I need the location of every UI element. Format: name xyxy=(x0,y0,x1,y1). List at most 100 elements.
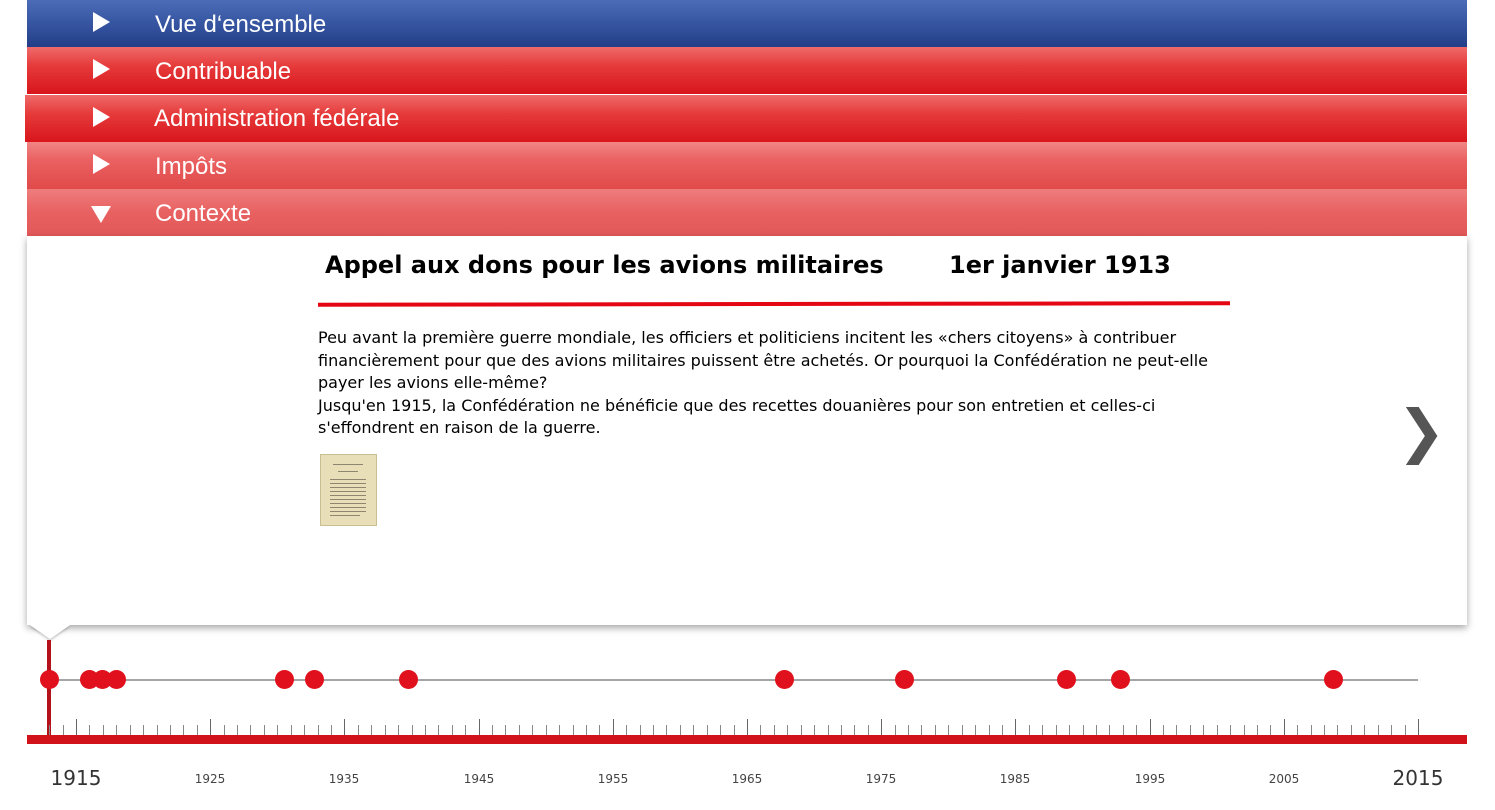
timeline-tick xyxy=(841,725,842,735)
timeline-tick xyxy=(707,725,708,735)
timeline-tick xyxy=(1230,725,1231,735)
timeline-tick xyxy=(1311,725,1312,735)
event-description: Peu avant la première guerre mondiale, l… xyxy=(318,327,1248,440)
timeline-event-dot[interactable] xyxy=(305,670,324,689)
timeline-tick xyxy=(1337,725,1338,735)
timeline-tick xyxy=(653,725,654,735)
timeline-tick xyxy=(1015,719,1016,735)
timeline-tick xyxy=(331,725,332,735)
timeline-event-dot[interactable] xyxy=(1324,670,1343,689)
timeline-event-dot[interactable] xyxy=(895,670,914,689)
timeline-year-label: 1935 xyxy=(328,772,360,786)
timeline-event-dot[interactable] xyxy=(775,670,794,689)
timeline-tick xyxy=(76,719,77,735)
timeline-tick xyxy=(546,725,547,735)
timeline-tick xyxy=(103,725,104,735)
timeline-tick xyxy=(505,725,506,735)
timeline-tick xyxy=(452,725,453,735)
timeline-tick xyxy=(854,725,855,735)
timeline-tick xyxy=(1176,725,1177,735)
timeline-event-dot[interactable] xyxy=(107,670,126,689)
timeline-tick xyxy=(438,725,439,735)
timeline-tick xyxy=(385,725,386,735)
timeline-tick xyxy=(1123,725,1124,735)
timeline-tick xyxy=(1244,725,1245,735)
timeline-event-dot[interactable] xyxy=(399,670,418,689)
timeline-tick xyxy=(881,719,882,735)
timeline-tick xyxy=(760,725,761,735)
accordion-item-contribuable[interactable]: Contribuable xyxy=(27,47,1467,94)
timeline-tick xyxy=(1284,719,1285,735)
timeline-tick xyxy=(895,725,896,735)
timeline-tick xyxy=(304,725,305,735)
timeline-tick xyxy=(116,725,117,735)
accordion-item-administration[interactable]: Administration fédérale xyxy=(25,95,1467,142)
timeline-tick xyxy=(63,725,64,735)
timeline-tick xyxy=(935,725,936,735)
document-thumbnail[interactable] xyxy=(320,454,377,526)
timeline-tick xyxy=(626,725,627,735)
play-icon xyxy=(93,107,110,127)
timeline-tick xyxy=(989,725,990,735)
timeline-year-label: 1955 xyxy=(597,772,629,786)
timeline-tick xyxy=(613,719,614,735)
timeline-tick xyxy=(962,725,963,735)
timeline-tick xyxy=(975,725,976,735)
timeline-tick xyxy=(371,725,372,735)
timeline-tick xyxy=(1109,725,1110,735)
timeline-tick xyxy=(868,725,869,735)
timeline-tick xyxy=(1042,725,1043,735)
timeline-year-label: 2005 xyxy=(1268,772,1300,786)
timeline-tick xyxy=(1405,725,1406,735)
timeline-tick xyxy=(586,725,587,735)
timeline-tick xyxy=(250,725,251,735)
timeline-year-label: 2015 xyxy=(1392,766,1444,790)
timeline-year-label: 1925 xyxy=(194,772,226,786)
timeline-year-label: 1915 xyxy=(50,766,102,790)
timeline-tick xyxy=(1190,725,1191,735)
timeline-tick xyxy=(49,725,50,735)
accordion-label: Administration fédérale xyxy=(154,105,400,132)
accordion-item-vue-ensemble[interactable]: Vue d‘ensemble xyxy=(27,0,1467,47)
timeline-tick xyxy=(1096,725,1097,735)
timeline-year-label: 1945 xyxy=(463,772,495,786)
timeline-tick xyxy=(814,725,815,735)
timeline-tick xyxy=(465,725,466,735)
timeline-tick xyxy=(197,725,198,735)
timeline-tick xyxy=(747,719,748,735)
accordion-label: Vue d‘ensemble xyxy=(155,11,327,38)
accordion-label: Contexte xyxy=(155,200,252,227)
timeline-tick xyxy=(1083,725,1084,735)
timeline-tick xyxy=(1324,725,1325,735)
timeline-tick xyxy=(291,725,292,735)
timeline-tick xyxy=(398,725,399,735)
chevron-right-icon[interactable]: ❯ xyxy=(1397,397,1446,465)
timeline-tick xyxy=(1217,725,1218,735)
timeline-tick xyxy=(1069,725,1070,735)
timeline-event-dot[interactable] xyxy=(275,670,294,689)
accordion-item-impots[interactable]: Impôts xyxy=(27,142,1467,189)
timeline-tick xyxy=(1391,725,1392,735)
timeline-tick xyxy=(693,725,694,735)
timeline-tick xyxy=(479,719,480,735)
timeline-tick xyxy=(1351,725,1352,735)
timeline-tick xyxy=(1163,725,1164,735)
event-date: 1er janvier 1913 xyxy=(949,251,1171,279)
timeline-tick xyxy=(183,725,184,735)
timeline-tick xyxy=(666,725,667,735)
timeline-event-dot[interactable] xyxy=(1111,670,1130,689)
timeline-year-label: 1985 xyxy=(999,772,1031,786)
accordion-item-contexte[interactable]: Contexte xyxy=(27,189,1467,236)
title-divider xyxy=(317,301,1231,307)
play-icon xyxy=(93,59,110,79)
timeline-tick xyxy=(130,725,131,735)
timeline-event-dot[interactable] xyxy=(1057,670,1076,689)
timeline-tick xyxy=(1056,725,1057,735)
timeline-event-dot[interactable] xyxy=(40,670,59,689)
timeline-tick xyxy=(425,725,426,735)
timeline-tick xyxy=(787,725,788,735)
timeline-tick xyxy=(318,725,319,735)
timeline-tick xyxy=(237,725,238,735)
timeline-tick xyxy=(89,725,90,735)
timeline-tick xyxy=(224,725,225,735)
